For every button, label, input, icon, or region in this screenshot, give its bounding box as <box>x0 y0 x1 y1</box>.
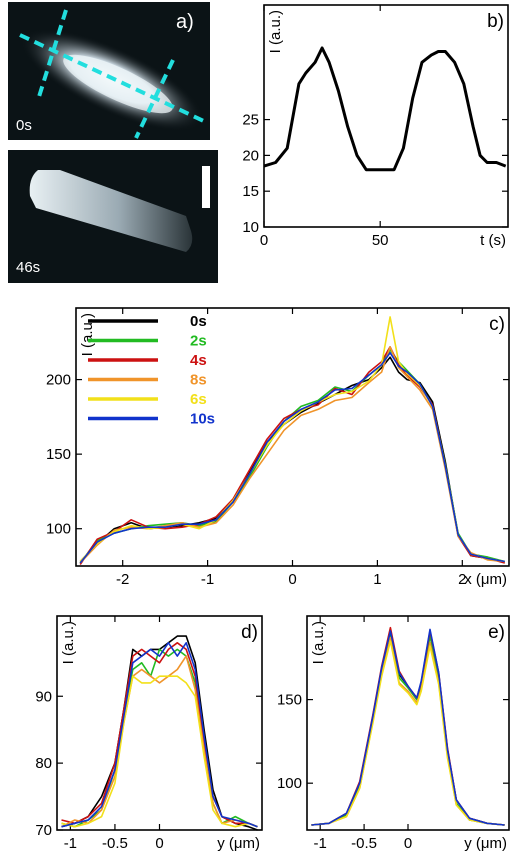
panel-label: b) <box>487 11 504 32</box>
legend-label-1: 2s <box>190 333 207 350</box>
y-tick-label: 10 <box>242 219 259 236</box>
panel-d-chart: -1 -0.5 0 70 80 90 y (μm) I (a.u.) d) <box>35 615 263 852</box>
legend-label-0: 0s <box>190 313 207 330</box>
series-line-4 <box>61 675 258 828</box>
scale-bar <box>202 166 210 208</box>
y-tick-label: 70 <box>35 822 52 839</box>
plot-frame <box>306 615 510 831</box>
x-tick-label: 0 <box>288 571 296 588</box>
y-axis-label: I (a.u.) <box>267 10 284 53</box>
series-line-5 <box>61 642 258 828</box>
y-tick-label: 150 <box>277 692 302 709</box>
legend-label-5: 10s <box>190 411 215 428</box>
y-tick-label: 150 <box>46 446 71 463</box>
x-tick-label: 2 <box>458 571 466 588</box>
y-tick-label: 100 <box>277 775 302 792</box>
micrograph-bottom: 46s <box>8 150 218 283</box>
micrograph-scan-lines <box>19 9 209 139</box>
series-line-0 <box>79 356 505 563</box>
series-line-3 <box>311 636 505 826</box>
series-line-2 <box>61 642 258 828</box>
series-line-5 <box>311 628 505 826</box>
legend-label-4: 6s <box>190 391 207 408</box>
x-tick-label: 0 <box>260 232 268 249</box>
series-line-5 <box>79 351 505 564</box>
x-tick-label: 50 <box>372 232 389 249</box>
x-axis-label: x (μm) <box>464 571 507 588</box>
panel-c-chart: -2 -1 0 1 2 100 150 200 x (μm) I (a.u.) c) 0s 2s 4s 8s… <box>46 307 510 588</box>
x-tick-label: 1 <box>373 571 381 588</box>
series-line-1 <box>311 635 505 826</box>
micrograph-top: 0s a) <box>8 2 210 140</box>
y-tick-label: 20 <box>242 147 259 164</box>
panel-label: e) <box>488 622 505 643</box>
x-axis-label: y (μm) <box>464 835 507 852</box>
panel-label-a: a) <box>176 11 194 33</box>
x-tick-label: -0.5 <box>351 835 377 852</box>
plot-frame <box>56 615 263 831</box>
x-tick-label: -1 <box>314 835 327 852</box>
y-tick-label: 15 <box>242 183 259 200</box>
y-tick-label: 100 <box>46 521 71 538</box>
y-tick-label: 90 <box>35 688 52 705</box>
panel-e-chart: -1 -0.5 0 100 150 y (μm) I (a.u.) e) <box>277 615 510 852</box>
x-tick-label: -1 <box>64 835 77 852</box>
panel-label: d) <box>241 622 258 643</box>
panel-b-chart: 0 50 10 15 20 25 t (s) I (a.u.) b) <box>242 4 509 249</box>
y-tick-label: 200 <box>46 372 71 389</box>
series-line-0 <box>61 635 258 831</box>
x-tick-label: -1 <box>201 571 214 588</box>
y-axis-label: I (a.u.) <box>79 313 96 356</box>
series-line-0 <box>311 631 505 826</box>
y-tick-label: 25 <box>242 112 259 129</box>
x-tick-label: 0 <box>155 835 163 852</box>
micrograph-bottom-time: 46s <box>16 259 40 276</box>
x-tick-label: -2 <box>116 571 129 588</box>
series-line-2 <box>311 626 505 826</box>
micrograph-top-time: 0s <box>16 117 32 134</box>
series-line-3 <box>61 655 258 828</box>
series-line-4 <box>311 640 505 826</box>
panel-label: c) <box>489 314 505 335</box>
series-line-0 <box>263 46 507 172</box>
series-line-1 <box>79 349 506 564</box>
legend-label-2: 4s <box>190 352 207 369</box>
x-axis-label: y (μm) <box>217 835 260 852</box>
y-axis-label: I (a.u.) <box>60 621 77 664</box>
plot-frame <box>263 4 509 228</box>
x-axis-label: t (s) <box>480 232 506 249</box>
y-tick-label: 80 <box>35 755 52 772</box>
legend-label-3: 8s <box>190 372 207 389</box>
x-tick-label: -0.5 <box>102 835 128 852</box>
x-tick-label: 0 <box>404 835 412 852</box>
y-axis-label: I (a.u.) <box>310 621 327 664</box>
